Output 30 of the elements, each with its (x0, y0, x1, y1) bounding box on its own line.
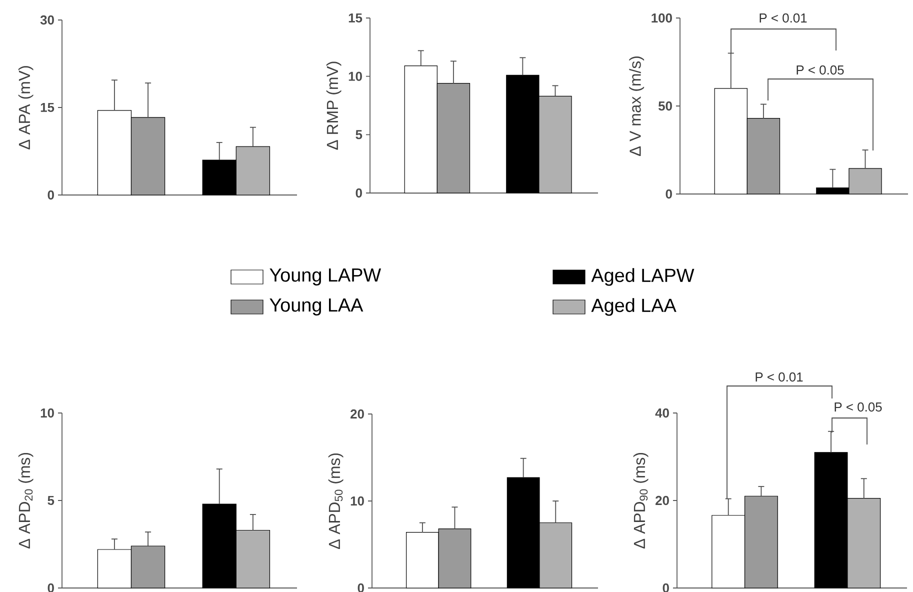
annotation: P < 0.05 (796, 65, 844, 75)
legend-label: Aged LAA (591, 298, 676, 316)
y-tick-label: 10 (40, 408, 54, 418)
y-axis-title: Δ RMP (mV) (326, 62, 342, 150)
legend-label: Young LAPW (270, 268, 382, 286)
y-tick-label: 0 (356, 188, 362, 198)
y-tick-label: 50 (658, 101, 672, 111)
y-tick-label: 10 (350, 496, 364, 506)
y-tick-label: 40 (655, 408, 669, 418)
y-axis-title: Δ APD$_{20}$ (ms) (18, 452, 34, 549)
y-axis-title: Δ V max (m/s) (629, 56, 644, 156)
y-axis-title: Δ APA (mV) (18, 66, 34, 150)
y-tick-label: 10 (348, 72, 362, 81)
y-tick-label: 15 (348, 13, 362, 23)
y-tick-label: 5 (48, 496, 54, 506)
y-axis-title: Δ APD$_{50}$ (ms) (328, 453, 344, 550)
y-tick-label: 15 (40, 102, 54, 112)
y-tick-label: 100 (652, 13, 672, 23)
annotation: P < 0.01 (760, 13, 807, 23)
text: P < 0.05 (834, 402, 882, 412)
text: P < 0.01 (756, 372, 803, 382)
y-tick-label: 20 (350, 409, 364, 419)
y-tick-label: 0 (666, 189, 672, 199)
y-tick-label: 0 (48, 190, 54, 200)
y-axis-title: Δ APD$_{90}$ (ms) (633, 452, 648, 549)
y-tick-label: 5 (356, 130, 362, 140)
y-tick-label: 30 (40, 15, 54, 25)
legend-label: Aged LAPW (591, 268, 694, 286)
y-tick-label: 20 (656, 496, 669, 506)
legend-label: Young LAA (270, 298, 364, 316)
